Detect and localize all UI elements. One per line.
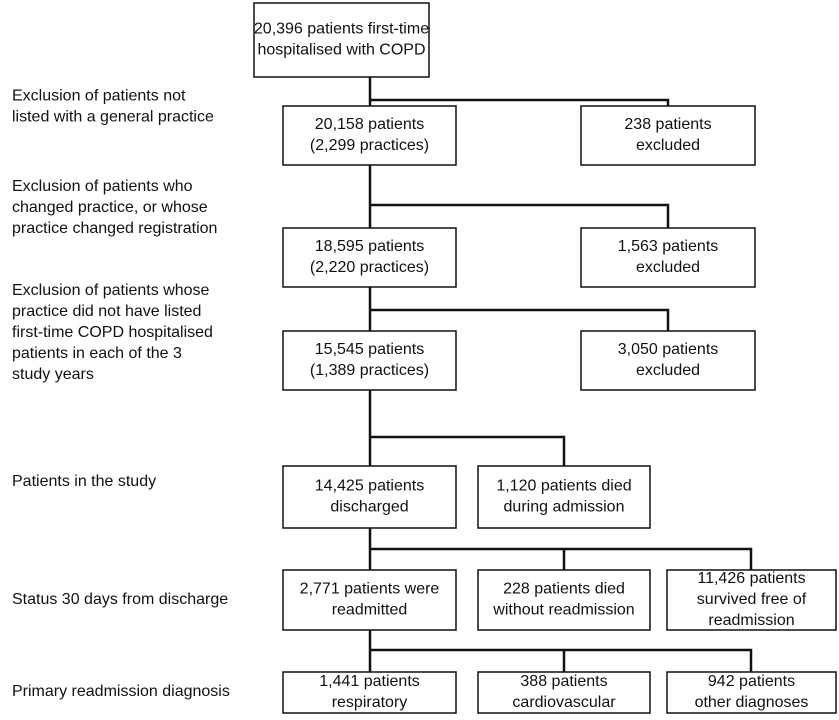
box-text: (1,389 practices) (310, 362, 429, 379)
connector (368, 528, 753, 570)
flow-box: 20,158 patients (2,299 practices) (282, 105, 457, 166)
step-label-line: patients in each of the 3 (12, 345, 182, 362)
flow-box: 2,771 patients were readmitted (282, 569, 457, 631)
box-frame (666, 671, 837, 714)
box-text: survived free of (697, 591, 807, 608)
step-label-line: listed with a general practice (12, 109, 214, 126)
step-label: Exclusion of patients who changed practic… (12, 178, 217, 237)
box-text: readmission (708, 612, 794, 629)
box-text: hospitalised with COPD (257, 42, 425, 59)
box-text: readmitted (332, 602, 408, 619)
box-text: excluded (636, 362, 700, 379)
box-frame (282, 569, 457, 631)
step-label-line: study years (12, 366, 94, 383)
box-text: 11,426 patients (697, 570, 805, 587)
box-text: other diagnoses (695, 694, 809, 711)
flow-box: 1,120 patients died during admission (477, 465, 651, 529)
step-label-line: Primary readmission diagnosis (12, 683, 230, 700)
flow-box: 11,426 patients survived free of readmissi… (666, 569, 837, 631)
box-text: discharged (330, 499, 408, 516)
step-label-line: Exclusion of patients not (12, 88, 186, 105)
box-frame (580, 330, 756, 391)
box-text: excluded (636, 259, 700, 276)
box-frame (666, 569, 837, 631)
box-text: cardiovascular (512, 694, 616, 711)
box-frame (282, 227, 457, 288)
box-text: without readmission (492, 602, 634, 619)
box-text: 1,441 patients (319, 673, 420, 690)
flow-box: 388 patients cardiovascular (477, 671, 651, 714)
box-text: during admission (504, 499, 625, 516)
step-label-line: first-time COPD hospitalised (12, 324, 213, 341)
connectors (368, 77, 753, 672)
box-text: 238 patients (624, 116, 711, 133)
step-label: Exclusion of patients whose practice did … (12, 282, 213, 383)
step-label: Status 30 days from discharge (12, 591, 228, 608)
box-frame (477, 465, 651, 529)
flow-box: 942 patients other diagnoses (666, 671, 837, 714)
flow-box: 1,441 patients respiratory (282, 671, 457, 714)
box-text: excluded (636, 137, 700, 154)
connector (368, 287, 670, 331)
step-label-line: practice changed registration (12, 220, 217, 237)
box-frame (282, 105, 457, 166)
box-text: 1,563 patients (618, 238, 719, 255)
step-label-line: Patients in the study (12, 473, 156, 490)
connector (368, 77, 670, 106)
flow-box: 228 patients died without readmission (477, 569, 651, 631)
box-text: 3,050 patients (618, 341, 719, 358)
flow-box: 20,396 patients first-time hospitalised w… (253, 2, 430, 78)
box-text: 15,545 patients (315, 341, 424, 358)
connector (368, 390, 566, 466)
box-text: 1,120 patients died (496, 478, 631, 495)
box-frame (282, 330, 457, 391)
step-label: Primary readmission diagnosis (12, 683, 230, 700)
flow-box: 3,050 patients excluded (580, 330, 756, 391)
step-label: Exclusion of patients not listed with a g… (12, 88, 214, 126)
flow-box: 18,595 patients (2,220 practices) (282, 227, 457, 288)
box-text: (2,220 practices) (310, 259, 429, 276)
box-frame (580, 227, 756, 288)
box-text: 942 patients (708, 673, 795, 690)
flow-box: 15,545 patients (1,389 practices) (282, 330, 457, 391)
step-label-line: Status 30 days from discharge (12, 591, 228, 608)
step-label-line: Exclusion of patients whose (12, 282, 210, 299)
box-text: 388 patients (520, 673, 607, 690)
box-text: 18,595 patients (315, 238, 424, 255)
flow-box: 238 patients excluded (580, 105, 756, 166)
box-text: 2,771 patients were (300, 581, 440, 598)
box-frame (580, 105, 756, 166)
box-frame (253, 2, 430, 78)
box-frame (477, 671, 651, 714)
step-label-line: Exclusion of patients who (12, 178, 193, 195)
box-text: 20,396 patients first-time (254, 21, 429, 38)
connector (368, 630, 753, 672)
connector (368, 165, 670, 228)
step-label: Patients in the study (12, 473, 156, 490)
box-text: 228 patients died (503, 581, 625, 598)
box-text: 14,425 patients (315, 478, 424, 495)
step-label-line: practice did not have listed (12, 303, 201, 320)
box-text: (2,299 practices) (310, 137, 429, 154)
box-text: respiratory (332, 694, 408, 711)
flow-box: 1,563 patients excluded (580, 227, 756, 288)
step-label-line: changed practice, or whose (12, 199, 208, 216)
box-frame (282, 671, 457, 714)
box-frame (282, 465, 457, 529)
flow-box: 14,425 patients discharged (282, 465, 457, 529)
box-frame (477, 569, 651, 631)
box-text: 20,158 patients (315, 116, 424, 133)
